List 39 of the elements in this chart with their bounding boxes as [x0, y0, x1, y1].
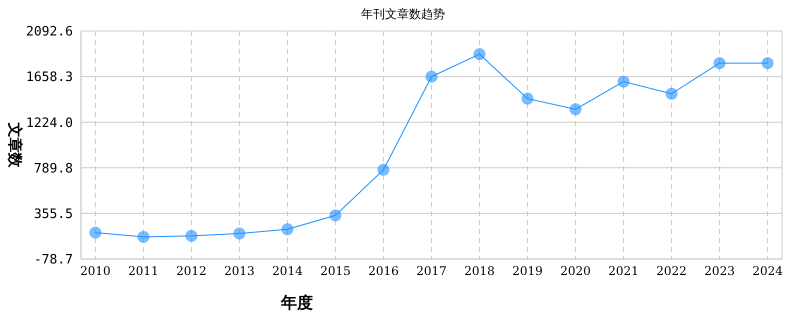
x-tick-label: 2020	[560, 264, 591, 278]
point	[281, 223, 294, 236]
point	[666, 88, 678, 100]
chart-title: 年刊文章数趋势	[361, 7, 445, 21]
y-tick-label: 1224.0	[26, 116, 73, 131]
point	[233, 228, 246, 240]
x-tick-label: 2016	[368, 264, 399, 278]
x-tick-label: 2022	[656, 264, 687, 278]
x-tick-label: 2010	[80, 264, 111, 278]
point	[89, 226, 102, 239]
x-tick-label: 2012	[176, 264, 207, 278]
x-tick-label: 2017	[416, 264, 447, 278]
point	[377, 164, 390, 176]
point	[522, 92, 534, 105]
point	[618, 76, 630, 88]
point	[474, 48, 486, 60]
x-tick-label: 2019	[512, 264, 543, 278]
point	[137, 230, 150, 243]
point	[185, 230, 198, 242]
x-tick-label: 2018	[464, 264, 495, 278]
x-tick-label: 2015	[320, 264, 351, 278]
y-tick-label: 789.8	[34, 161, 73, 176]
point	[570, 103, 582, 116]
x-axis-title: 年度	[280, 293, 313, 312]
point	[329, 209, 342, 222]
y-tick-label: -78.7	[34, 252, 73, 268]
y-axis-title: 文章数	[6, 122, 24, 168]
x-tick-label: 2011	[128, 264, 159, 278]
point	[426, 70, 438, 83]
x-tick-label: 2021	[608, 264, 639, 278]
point	[762, 57, 774, 70]
x-tick-label: 2014	[272, 264, 304, 278]
x-tick-label: 2023	[704, 264, 735, 278]
x-tick-label: 2024	[752, 264, 784, 278]
point	[714, 57, 726, 70]
y-tick-label: 2092.6	[26, 24, 73, 40]
y-tick-label: 1658.3	[26, 70, 73, 86]
x-tick-label: 2013	[224, 264, 255, 278]
y-tick-label: 355.5	[34, 206, 73, 222]
